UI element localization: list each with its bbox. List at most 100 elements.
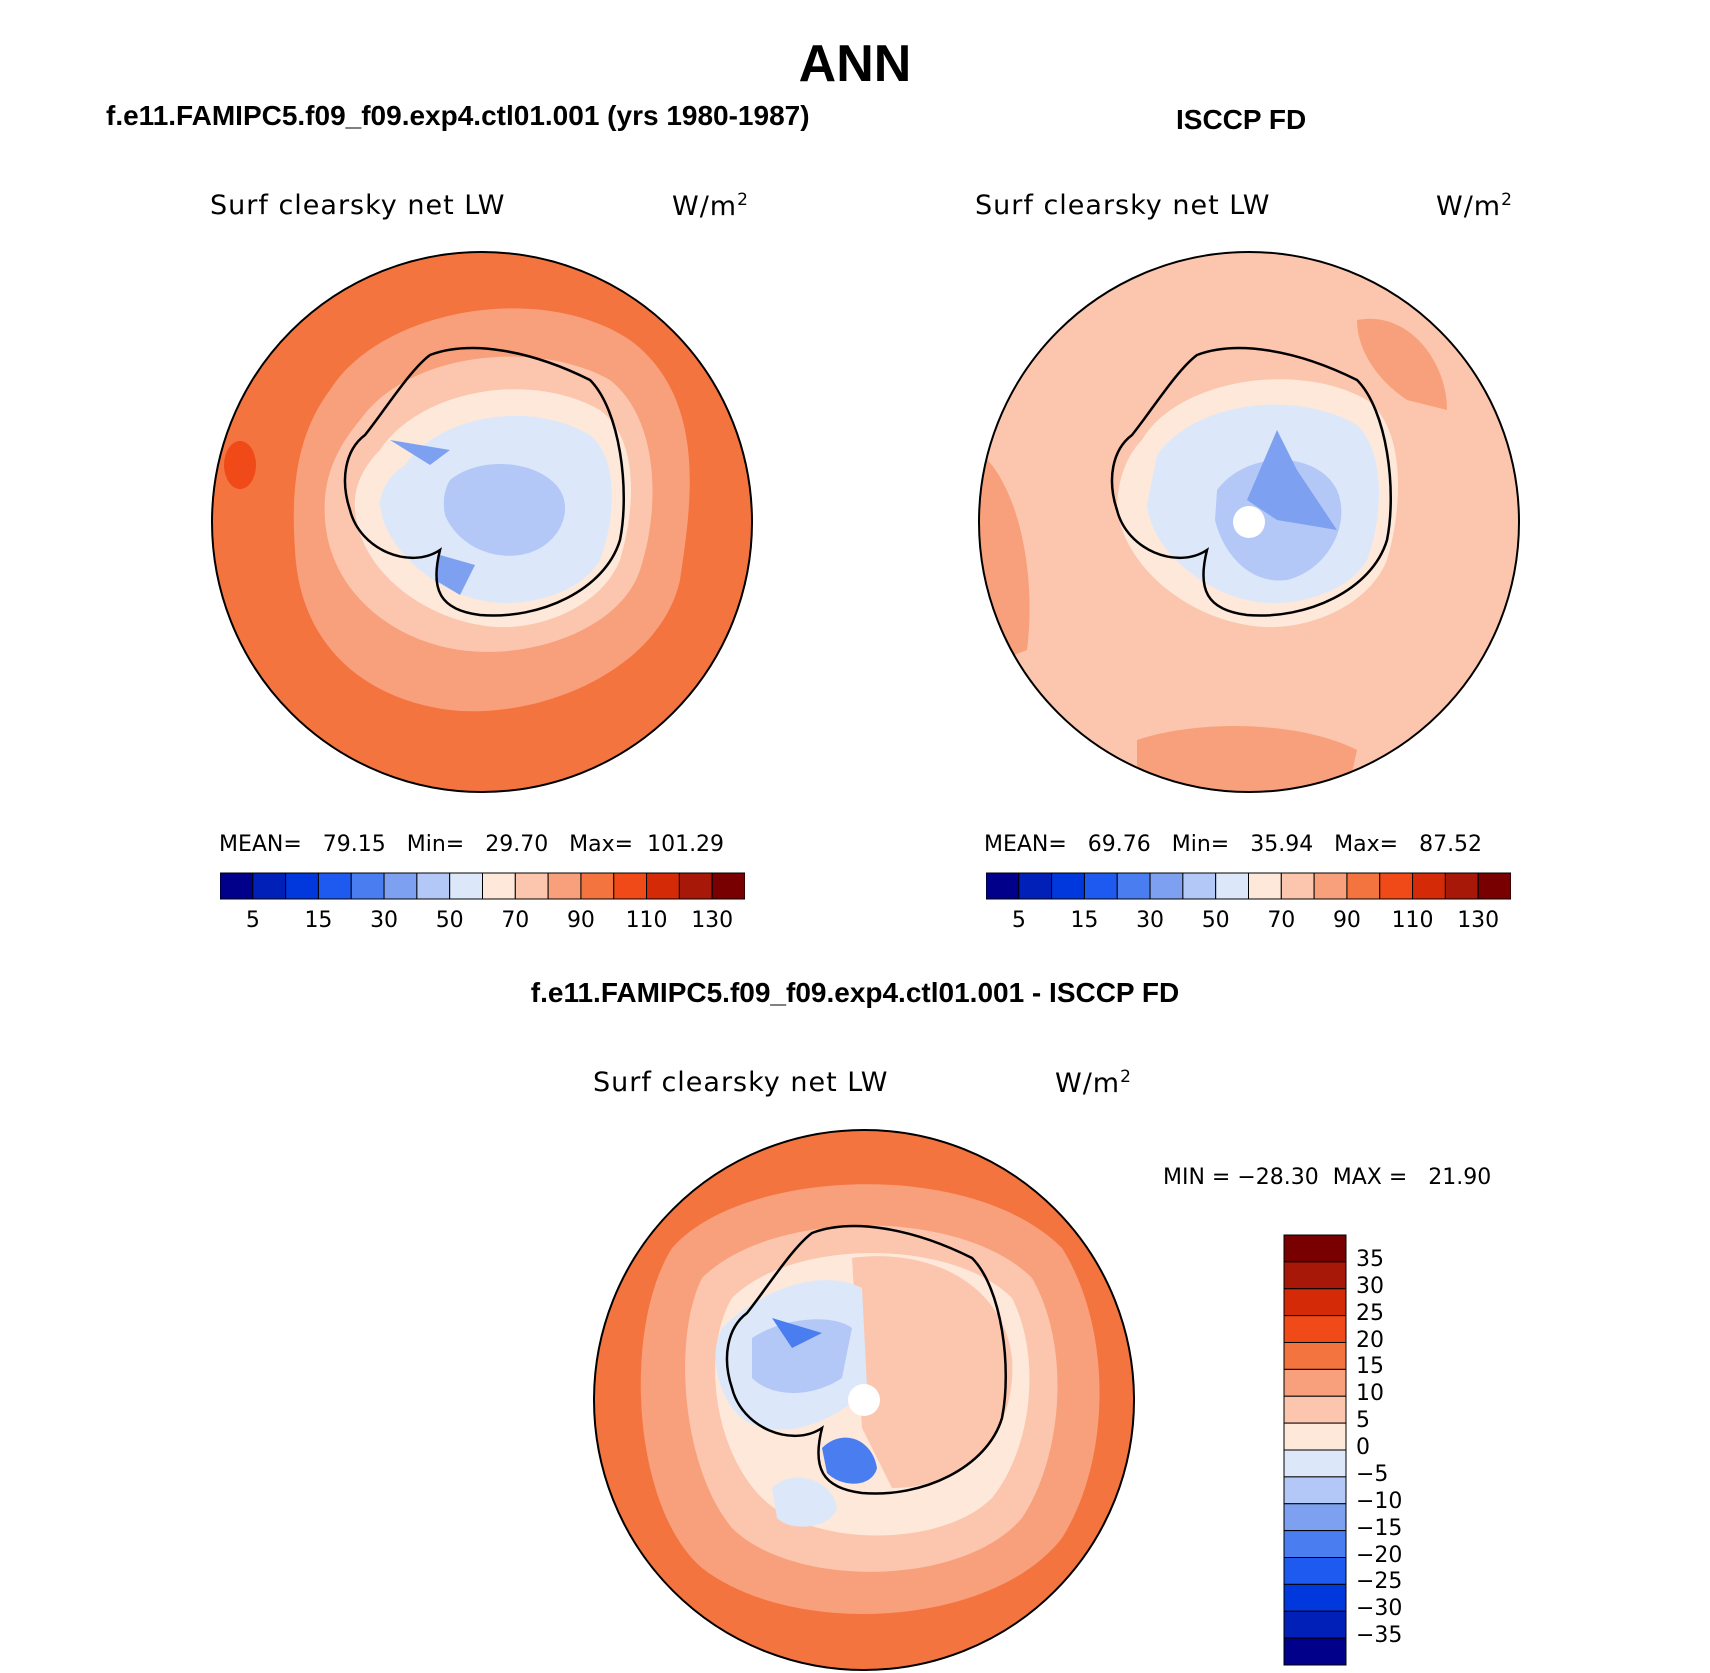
diff-pole-hole <box>848 1384 880 1416</box>
model-high-patch <box>224 441 256 489</box>
obs-colorbar-box <box>1346 872 1381 900</box>
obs-ocean-patch-3 <box>1137 726 1357 792</box>
model-subtitle: f.e11.FAMIPC5.f09_f09.exp4.ctl01.001 (yr… <box>106 100 810 131</box>
obs-ocean-patch <box>1357 318 1447 410</box>
obs-colorbar-box <box>1051 872 1085 900</box>
diff-colorbar-tick-label: −5 <box>1356 1461 1389 1487</box>
diff-colorbar-box <box>1283 1261 1347 1290</box>
diff-colorbar-box <box>1283 1476 1347 1505</box>
model-colorbar-box <box>646 872 680 900</box>
model-coastline <box>343 346 625 617</box>
diff-colorbar-box <box>1283 1557 1347 1585</box>
obs-colorbar-box <box>1412 872 1446 900</box>
model-variable-label: Surf clearsky net LW <box>210 190 506 221</box>
obs-subtitle: ISCCP FD <box>1176 104 1307 135</box>
diff-colorbar <box>1283 1234 1347 1666</box>
obs-colorbar-box <box>1083 872 1118 900</box>
obs-colorbar <box>986 872 1511 900</box>
model-colorbar-box <box>449 872 483 900</box>
diff-colorbar-box <box>1283 1288 1347 1317</box>
model-colorbar-box <box>482 872 516 900</box>
model-colorbar-box <box>678 872 713 900</box>
model-colorbar-box <box>285 872 319 900</box>
diff-colorbar-tick-label: −25 <box>1356 1569 1403 1595</box>
diff-low-region <box>772 1318 822 1348</box>
obs-colorbar-box <box>1444 872 1479 900</box>
obs-colorbar-box <box>1149 872 1184 900</box>
diff-colorbar-tick-label: 35 <box>1356 1246 1384 1272</box>
model-colorbar-tick-label: 5 <box>245 908 260 933</box>
model-stats: MEAN= 79.15 Min= 29.70 Max= 101.29 <box>219 832 725 857</box>
diff-colorbar-tick-label: −10 <box>1356 1488 1403 1514</box>
model-colorbar-box <box>252 872 287 900</box>
obs-colorbar-box <box>986 872 1020 900</box>
model-colorbar-box <box>580 872 615 900</box>
model-colorbar-box <box>711 872 745 900</box>
model-colorbar-box <box>547 872 582 900</box>
obs-units-label: W/m2 <box>1436 190 1513 222</box>
diff-polar-map <box>593 1129 1135 1671</box>
diff-colorbar-box <box>1283 1503 1347 1532</box>
obs-pole-hole <box>1233 506 1265 538</box>
obs-variable-label: Surf clearsky net LW <box>975 190 1271 221</box>
diff-colorbar-box <box>1283 1395 1347 1424</box>
obs-colorbar-tick-label: 5 <box>1011 908 1026 933</box>
diff-coastline <box>725 1224 1007 1495</box>
obs-colorbar-tick-label: 90 <box>1332 908 1361 933</box>
diff-colorbar-tick-label: 20 <box>1356 1327 1384 1353</box>
obs-colorbar-box <box>1215 872 1249 900</box>
diff-colorbar-tick-label: 30 <box>1356 1273 1384 1299</box>
diff-stats: MIN = −28.30 MAX = 21.90 <box>1163 1165 1492 1190</box>
obs-colorbar-tick-label: 50 <box>1201 908 1230 933</box>
model-colorbar-box <box>613 872 648 900</box>
diff-ross-margin <box>772 1477 837 1527</box>
diff-colorbar-box <box>1283 1234 1347 1263</box>
diff-colorbar-box <box>1283 1637 1347 1666</box>
diff-colorbar-tick-label: −15 <box>1356 1515 1403 1541</box>
diff-colorbar-box <box>1283 1422 1347 1451</box>
diff-colorbar-tick-label: −20 <box>1356 1542 1403 1568</box>
diff-west-antarctica-low <box>752 1319 852 1393</box>
model-colorbar-tick-label: 15 <box>304 908 333 933</box>
obs-colorbar-box <box>1182 872 1217 900</box>
obs-colorbar-tick-label: 70 <box>1267 908 1296 933</box>
diff-ross-sector <box>822 1437 877 1484</box>
model-colorbar-box <box>220 872 254 900</box>
model-colorbar <box>220 872 745 900</box>
diff-colorbar-box <box>1283 1610 1347 1639</box>
model-colorbar-box <box>350 872 385 900</box>
model-colorbar-box <box>416 872 451 900</box>
obs-polar-map <box>978 251 1520 793</box>
obs-colorbar-box <box>1313 872 1348 900</box>
diff-colorbar-box <box>1283 1342 1347 1370</box>
model-colorbar-tick-label: 30 <box>370 908 399 933</box>
diff-colorbar-tick-label: 5 <box>1356 1408 1370 1434</box>
model-colorbar-tick-label: 70 <box>501 908 530 933</box>
obs-colorbar-box <box>1280 872 1315 900</box>
model-antarctic-core <box>443 463 566 556</box>
diff-colorbar-box <box>1283 1449 1347 1478</box>
diff-colorbar-tick-label: −30 <box>1356 1596 1403 1622</box>
obs-colorbar-box <box>1018 872 1053 900</box>
model-low-region-2 <box>435 555 475 595</box>
model-colorbar-box <box>383 872 418 900</box>
diff-colorbar-box <box>1283 1315 1347 1343</box>
model-colorbar-tick-label: 110 <box>625 908 668 933</box>
obs-colorbar-tick-label: 30 <box>1136 908 1165 933</box>
obs-stats: MEAN= 69.76 Min= 35.94 Max= 87.52 <box>984 832 1483 857</box>
obs-colorbar-tick-label: 110 <box>1391 908 1434 933</box>
diff-colorbar-tick-label: 15 <box>1356 1354 1384 1380</box>
model-colorbar-ticks: 5 15 30 50 70 90 110 130 <box>220 906 745 936</box>
figure-title: ANN <box>798 35 912 93</box>
model-units-label: W/m2 <box>672 190 749 222</box>
obs-colorbar-box <box>1248 872 1282 900</box>
obs-map-border <box>978 251 1520 793</box>
diff-colorbar-ticks: 35 30 25 20 15 10 5 0 −5 −10 −15 −20 −25 −30 −35 <box>1352 1234 1432 1666</box>
model-colorbar-box <box>317 872 352 900</box>
model-polar-map <box>211 251 753 793</box>
model-map-border <box>211 251 753 793</box>
diff-subtitle: f.e11.FAMIPC5.f09_f09.exp4.ctl01.001 - I… <box>530 977 1180 1008</box>
obs-coastline <box>1110 346 1392 617</box>
diff-colorbar-tick-label: −35 <box>1356 1623 1403 1649</box>
obs-colorbar-box <box>1477 872 1511 900</box>
